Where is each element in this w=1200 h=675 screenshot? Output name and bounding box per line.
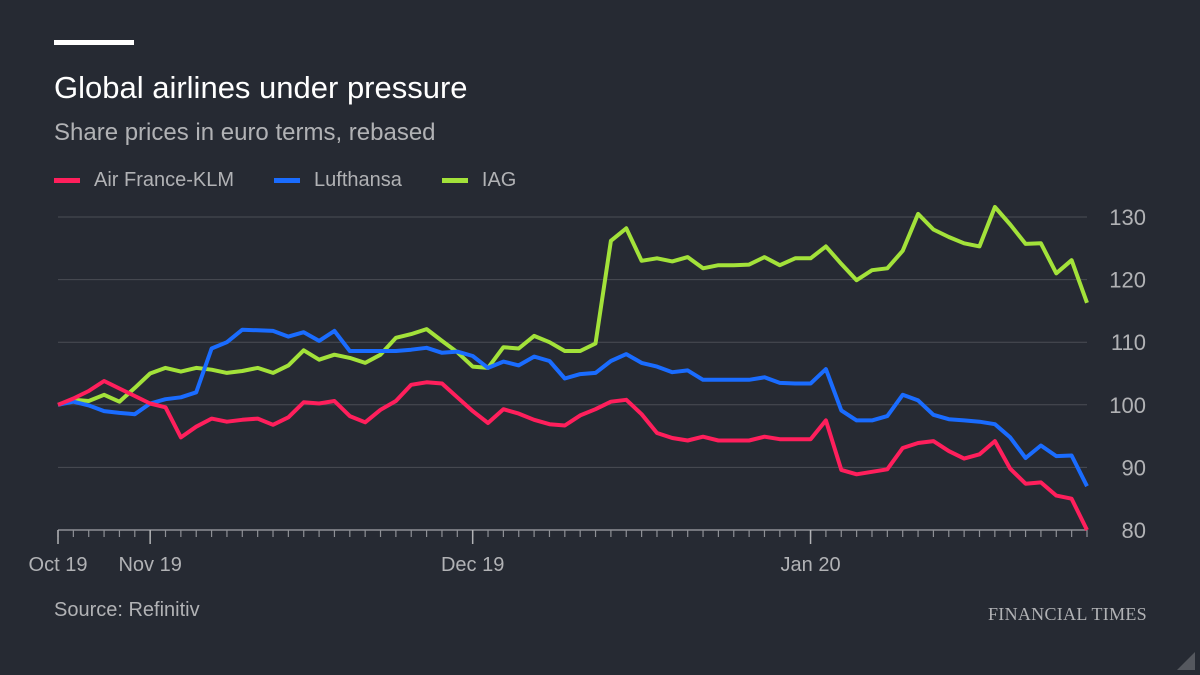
- legend-label-iag: IAG: [481, 168, 517, 191]
- x-tick-label-dec-19: Dec 19: [441, 554, 504, 576]
- series-line-air-france-klm: [57, 379, 1089, 531]
- series-line-lufthansa: [57, 327, 1089, 488]
- legend-swatch-lufthansa: [274, 177, 301, 183]
- source-note: Source: Refinitiv: [54, 599, 200, 621]
- y-tick-label-120: 120: [1109, 268, 1146, 293]
- legend-swatch-iag: [441, 177, 468, 183]
- series-lines: [57, 205, 1089, 531]
- legend-item-iag: IAG: [441, 168, 517, 192]
- chart-title: Global airlines under pressure: [54, 70, 468, 105]
- legend: Air France-KLM Lufthansa IAG: [54, 166, 556, 194]
- x-tick-label-oct-19: Oct 19: [29, 554, 88, 576]
- legend-label-air-france-klm: Air France-KLM: [94, 168, 235, 191]
- resize-corner-icon: [1177, 652, 1195, 670]
- y-tick-label-130: 130: [1109, 205, 1146, 230]
- x-axis: Oct 19 Nov 19 Dec 19 Jan 20: [29, 529, 1088, 576]
- legend-label-lufthansa: Lufthansa: [314, 168, 402, 191]
- series-line-iag: [57, 205, 1089, 407]
- legend-item-air-france-klm: Air France-KLM: [54, 169, 234, 192]
- y-tick-label-90: 90: [1122, 455, 1146, 480]
- chart-subtitle: Share prices in euro terms, rebased: [54, 119, 436, 146]
- top-rule: [54, 40, 134, 45]
- ft-brand-logo: FINANCIAL TIMES: [987, 604, 1147, 624]
- y-axis: 80 90 100 110 120 130: [1109, 205, 1146, 543]
- legend-item-lufthansa: Lufthansa: [274, 169, 402, 192]
- x-tick-label-nov-19: Nov 19: [118, 554, 181, 576]
- y-tick-label-80: 80: [1122, 518, 1146, 543]
- y-tick-label-100: 100: [1109, 393, 1146, 418]
- y-tick-label-110: 110: [1111, 330, 1146, 355]
- gridlines: [58, 216, 1087, 468]
- x-tick-label-jan-20: Jan 20: [781, 554, 841, 576]
- legend-swatch-air-france-klm: [54, 177, 80, 183]
